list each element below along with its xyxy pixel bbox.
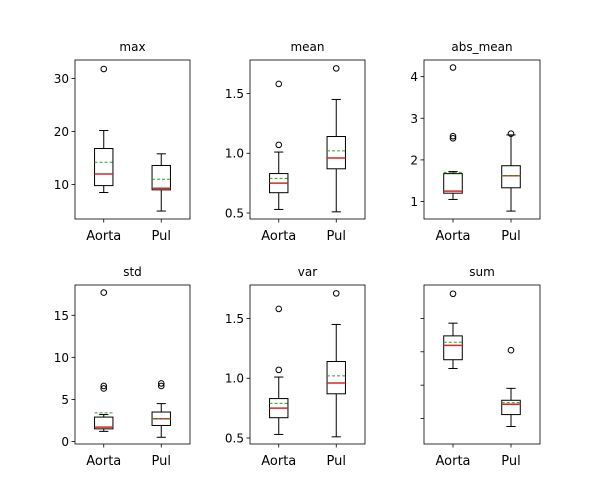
iqr-box [326,136,346,170]
outlier-point [449,134,457,142]
box-pul [326,65,346,213]
outlier-point [449,64,457,71]
box-pul [501,130,521,212]
axes-frame [74,59,191,220]
box-aorta [269,80,289,210]
y-tick-label: 1.5 [225,87,244,101]
y-tick-label: 10 [54,351,69,365]
x-tick-label: Pul [152,229,171,244]
outlier-point [449,290,457,298]
y-tick-label: 1 [410,195,418,209]
outlier-point [275,141,283,149]
subplot-title: max [119,40,145,54]
y-tick-label: 2 [410,153,418,167]
box-aorta [269,305,289,435]
axes-frame [249,284,366,445]
y-tick-label: 0.5 [225,207,244,221]
box-aorta [94,289,114,432]
box-aorta [443,64,463,200]
x-tick-label: Aorta [86,454,121,469]
subplot-std: std 0 5 10 15 Aorta Pul [54,265,191,469]
box-pul [151,380,171,438]
axes-frame [74,284,191,445]
outlier-point [507,130,515,137]
x-tick-label: Pul [327,454,346,469]
box-aorta [94,65,114,193]
box-aorta [443,290,463,369]
y-tick-label: 10 [54,178,69,192]
iqr-box [94,416,114,430]
subplot-var: var 0.5 1.0 1.5 Aorta Pul [225,265,366,469]
x-tick-label: Pul [327,229,346,244]
outlier-point [100,289,108,296]
subplot-max: max 10 20 30 Aorta Pul [54,40,191,244]
y-tick-label: 20 [54,125,69,139]
iqr-box [94,148,114,187]
y-tick-label: 1.0 [225,147,244,161]
y-tick-label: 15 [54,309,69,323]
iqr-box [151,164,171,191]
subplot-mean: mean 0.5 1.0 1.5 Aorta Pul [225,40,366,244]
subplot-title: sum [469,265,495,279]
iqr-box [443,335,463,361]
subplot-title: mean [290,40,324,54]
box-pul [151,153,171,212]
iqr-box [443,173,463,194]
subplot-title: std [123,265,142,279]
subplot-title: var [298,265,317,279]
axes-frame [423,59,541,220]
subplot-sum: sum Aorta Pul [420,265,541,469]
outlier-point [100,385,108,392]
x-tick-label: Aorta [261,454,296,469]
box-pul [501,346,521,428]
y-tick-label: 30 [54,72,69,86]
iqr-box [501,165,521,189]
outlier-point [100,382,108,390]
outlier-point [507,346,515,354]
x-tick-label: Aorta [86,229,121,244]
y-tick-label: 1.5 [225,312,244,326]
outlier-point [332,65,340,72]
y-tick-label: 0 [61,435,69,449]
outlier-point [449,132,457,140]
x-tick-label: Aorta [435,454,470,469]
x-tick-label: Aorta [435,229,470,244]
subplot-abs-mean: abs_mean 1 2 3 4 Aorta Pul [410,40,541,244]
y-tick-label: 5 [61,393,69,407]
x-tick-label: Pul [501,229,520,244]
outlier-point [275,305,283,313]
y-tick-label: 3 [410,112,418,126]
y-tick-label: 1.0 [225,372,244,386]
outlier-point [100,65,108,73]
subplot-title: abs_mean [451,40,512,54]
outlier-point [157,382,165,390]
axes-frame [249,59,366,220]
box-pul [326,290,346,438]
iqr-box [501,399,521,416]
y-tick-label: 4 [410,70,418,84]
iqr-box [326,361,346,395]
outlier-point [157,380,165,387]
outlier-point [275,366,283,374]
y-tick-label: 0.5 [225,432,244,446]
outlier-point [275,80,283,88]
x-tick-label: Aorta [261,229,296,244]
x-tick-label: Pul [152,454,171,469]
x-tick-label: Pul [501,454,520,469]
axes-frame [423,284,541,445]
outlier-point [332,290,340,297]
